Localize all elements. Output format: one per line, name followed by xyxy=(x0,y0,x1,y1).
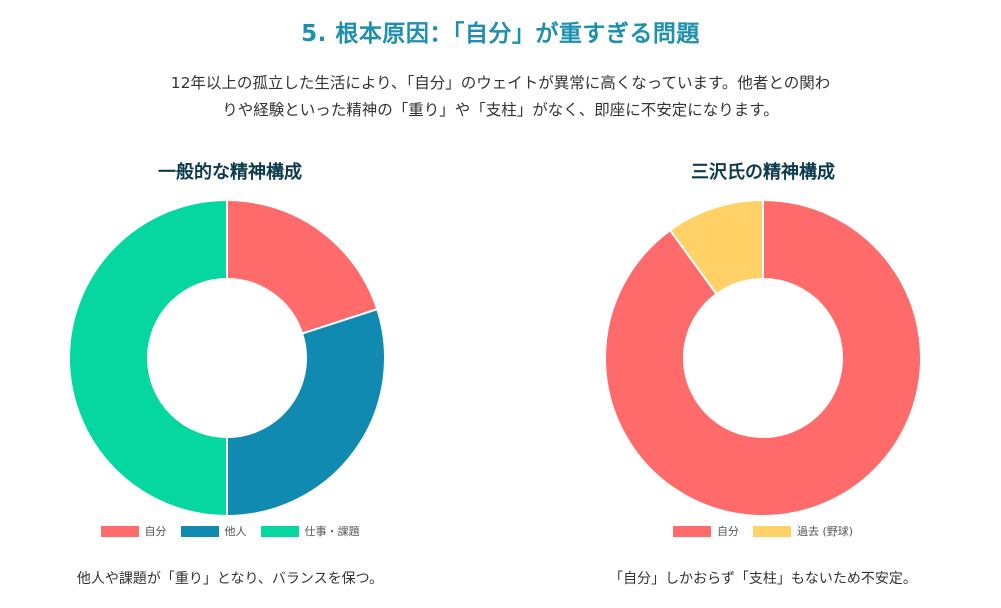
donut-slice-1[interactable] xyxy=(226,199,379,335)
legend-item[interactable]: 過去 (野球) xyxy=(752,523,854,539)
legend-general: 自分 他人 仕事・課題 xyxy=(0,523,460,539)
legend-label: 過去 (野球) xyxy=(796,525,854,538)
donut-slice-2[interactable] xyxy=(668,199,764,296)
legend-label: 他人 xyxy=(224,525,247,538)
legend-label: 自分 xyxy=(716,525,739,538)
legend-swatch xyxy=(100,525,139,537)
legend-swatch xyxy=(672,525,711,537)
legend-item[interactable]: 自分 xyxy=(672,523,739,539)
donut-chart-general xyxy=(68,199,386,517)
legend-swatch xyxy=(260,525,299,537)
donut-chart-misawa xyxy=(604,199,922,517)
donut-slice-3[interactable] xyxy=(68,199,228,517)
legend-swatch xyxy=(752,525,791,537)
caption-general: 他人や課題が「重り」となり、バランスを保つ。 xyxy=(76,571,384,587)
donut-slice-1[interactable] xyxy=(604,199,922,517)
legend-item[interactable]: 仕事・課題 xyxy=(260,523,360,539)
intro-text: 12年以上の孤立した生活により、「自分」のウェイトが異常に高くなっています。他者… xyxy=(100,70,901,124)
legend-label: 仕事・課題 xyxy=(304,525,360,538)
donut-slice-2[interactable] xyxy=(226,307,386,517)
legend-item[interactable]: 他人 xyxy=(180,523,247,539)
intro-line-2: りや経験といった精神の「重り」や「支柱」がなく、即座に不安定になります。 xyxy=(222,101,779,119)
chart-title-misawa: 三沢氏の精神構成 xyxy=(691,162,835,183)
legend-item[interactable]: 自分 xyxy=(100,523,167,539)
chart-panel-misawa: 三沢氏の精神構成 自分 過去 (野球) 「自分」しかおらず「支柱」もないため不安定… xyxy=(533,150,993,600)
legend-swatch xyxy=(180,525,219,537)
legend-misawa: 自分 過去 (野球) xyxy=(533,523,993,539)
legend-label: 自分 xyxy=(144,525,167,538)
chart-panel-general: 一般的な精神構成 自分 他人 仕事・課題 他人や課題が「重り」となり、バランスを保つ… xyxy=(0,150,460,600)
caption-misawa: 「自分」しかおらず「支柱」もないため不安定。 xyxy=(609,571,917,587)
chart-title-general: 一般的な精神構成 xyxy=(158,162,302,183)
page-title: 5. 根本原因：「自分」が重すぎる問題 xyxy=(301,21,700,47)
intro-line-1: 12年以上の孤立した生活により、「自分」のウェイトが異常に高くなっています。他者… xyxy=(170,74,831,92)
